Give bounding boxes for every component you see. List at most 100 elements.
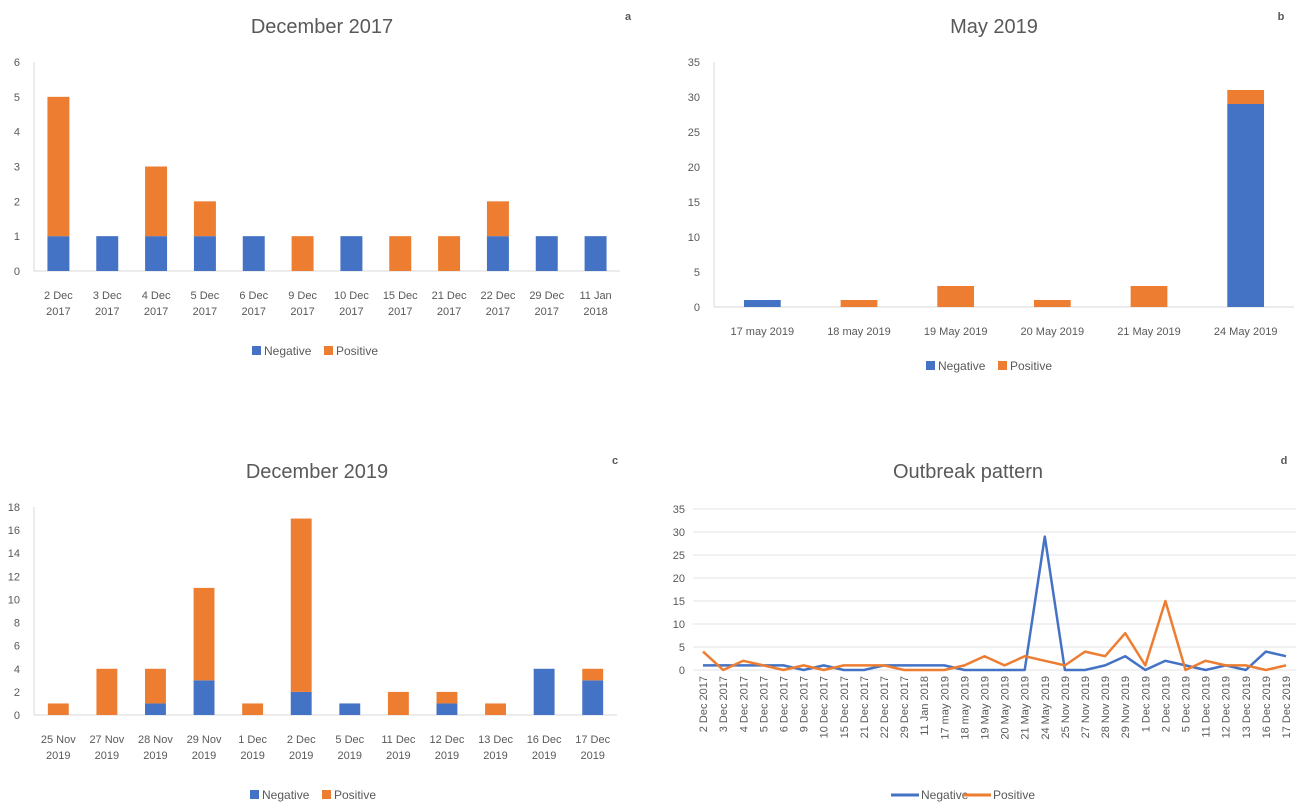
legend-label-negative: Negative — [921, 788, 969, 802]
x-tick-label: 22 Dec 2017 — [879, 676, 891, 738]
x-tick-label: 25 Nov — [41, 734, 76, 746]
y-tick-label: 16 — [8, 525, 20, 537]
x-tick-label: 20 May 2019 — [1021, 326, 1085, 338]
bar-positive — [387, 691, 409, 715]
bar-negative — [1227, 104, 1265, 307]
x-tick-label: 19 May 2019 — [924, 326, 988, 338]
chart-svg-december-2017: December 2017 a 0 1 2 3 4 5 6 2 Dec 2017 3 Dec 2017 4… — [14, 11, 632, 358]
x-tick-label: 28 Nov — [138, 734, 173, 746]
bar-negative — [533, 668, 555, 715]
x-tick-label: 21 May 2019 — [1117, 326, 1181, 338]
x-tick-label: 5 Dec 2017 — [758, 676, 770, 732]
y-tick-label: 15 — [688, 197, 700, 209]
bar-negative — [193, 680, 215, 715]
x-tick-label: 2017 — [193, 306, 217, 318]
x-tick-label: 2019 — [143, 750, 167, 762]
x-tick-label: 2 Dec 2017 — [698, 676, 710, 732]
bar-negative — [145, 236, 168, 271]
bar-negative — [242, 236, 265, 271]
bar-negative — [47, 236, 70, 271]
chart-title: December 2019 — [246, 461, 388, 483]
legend-swatch-negative — [250, 790, 259, 799]
bar-negative — [340, 236, 363, 271]
legend-label-positive: Positive — [334, 788, 376, 802]
y-tick-label: 25 — [673, 550, 685, 562]
bar-positive — [1033, 300, 1071, 307]
bar-positive — [193, 201, 216, 237]
x-tick-label: 2019 — [338, 750, 362, 762]
bar-positive — [242, 703, 264, 715]
y-tick-label: 12 — [8, 571, 20, 583]
x-tick-label: 2019 — [192, 750, 216, 762]
legend-label-negative: Negative — [262, 788, 310, 802]
x-tick-label: 2019 — [386, 750, 410, 762]
x-tick-label: 18 may 2019 — [827, 326, 891, 338]
series-line-positive — [702, 599, 1287, 672]
y-tick-label: 6 — [14, 641, 20, 653]
y-tick-label: 2 — [14, 687, 20, 699]
bar-negative — [145, 703, 166, 715]
x-tick-label: 5 Dec 2019 — [1180, 676, 1192, 732]
y-tick-label: 15 — [673, 596, 685, 608]
x-tick-label: 16 Dec — [527, 734, 562, 746]
bar-positive — [291, 236, 314, 271]
x-tick-label: 19 May 2019 — [979, 676, 991, 740]
x-tick-label: 9 Dec 2017 — [799, 676, 811, 732]
x-tick-label: 2018 — [583, 306, 607, 318]
bar-negative — [743, 300, 781, 307]
bar-positive — [290, 518, 312, 692]
chart-svg-outbreak-pattern: Outbreak pattern d 0 5 10 15 20 25 30 35 2 Dec 201… — [673, 455, 1296, 802]
y-tick-label: 1 — [14, 231, 20, 243]
bar-positive — [937, 286, 975, 307]
bar-positive — [485, 703, 506, 715]
x-tick-label: 2017 — [144, 306, 168, 318]
y-tick-label: 20 — [688, 162, 700, 174]
x-tick-label: 17 may 2019 — [939, 676, 951, 740]
y-tick-label: 4 — [14, 664, 20, 676]
x-tick-label: 16 Dec 2019 — [1261, 676, 1273, 738]
bar-negative — [582, 680, 604, 715]
panel-label: a — [625, 11, 632, 23]
chart-december-2017: December 2017 a 0 1 2 3 4 5 6 2 Dec 2017 3 Dec 2017 4… — [0, 0, 651, 390]
legend-swatch-positive — [322, 790, 331, 799]
x-tick-label: 1 Dec 2019 — [1140, 676, 1152, 732]
y-tick-label: 18 — [8, 502, 20, 514]
x-tick-label: 2017 — [339, 306, 363, 318]
bar-negative — [96, 236, 119, 271]
x-tick-label: 17 Dec 2019 — [1281, 676, 1293, 738]
bar-positive — [47, 96, 70, 237]
bar-negative — [193, 236, 216, 271]
x-tick-label: 6 Dec — [239, 290, 268, 302]
x-tick-label: 1 Dec — [238, 734, 267, 746]
y-tick-label: 5 — [14, 92, 20, 104]
x-tick-label: 20 May 2019 — [1000, 676, 1012, 740]
x-tick-label: 27 Nov 2019 — [1080, 676, 1092, 738]
y-tick-label: 20 — [673, 573, 685, 585]
x-tick-label: 17 may 2019 — [731, 326, 795, 338]
y-tick-label: 2 — [14, 196, 20, 208]
x-tick-label: 6 Dec 2017 — [778, 676, 790, 732]
bar-negative — [584, 236, 607, 271]
y-tick-label: 4 — [14, 127, 20, 139]
x-tick-label: 2017 — [437, 306, 461, 318]
x-tick-label: 21 May 2019 — [1020, 676, 1032, 740]
x-tick-label: 9 Dec — [288, 290, 317, 302]
panel-label: d — [1281, 455, 1288, 467]
x-tick-label: 2017 — [486, 306, 510, 318]
x-tick-label: 4 Dec — [142, 290, 171, 302]
legend-label-positive: Positive — [1010, 359, 1052, 373]
y-tick-label: 10 — [688, 232, 700, 244]
x-tick-label: 28 Nov 2019 — [1100, 676, 1112, 738]
panel-label: b — [1278, 11, 1285, 23]
x-tick-label: 2019 — [532, 750, 556, 762]
y-tick-label: 6 — [14, 57, 20, 69]
x-tick-label: 10 Dec — [334, 290, 369, 302]
x-tick-label: 11 Dec 2019 — [1201, 676, 1213, 738]
y-tick-label: 10 — [673, 619, 685, 631]
y-tick-label: 8 — [14, 618, 20, 630]
y-tick-label: 30 — [688, 92, 700, 104]
panel-label: c — [612, 455, 618, 467]
y-tick-label: 30 — [673, 527, 685, 539]
x-tick-label: 24 May 2019 — [1040, 676, 1052, 740]
bar-positive — [1130, 286, 1168, 307]
